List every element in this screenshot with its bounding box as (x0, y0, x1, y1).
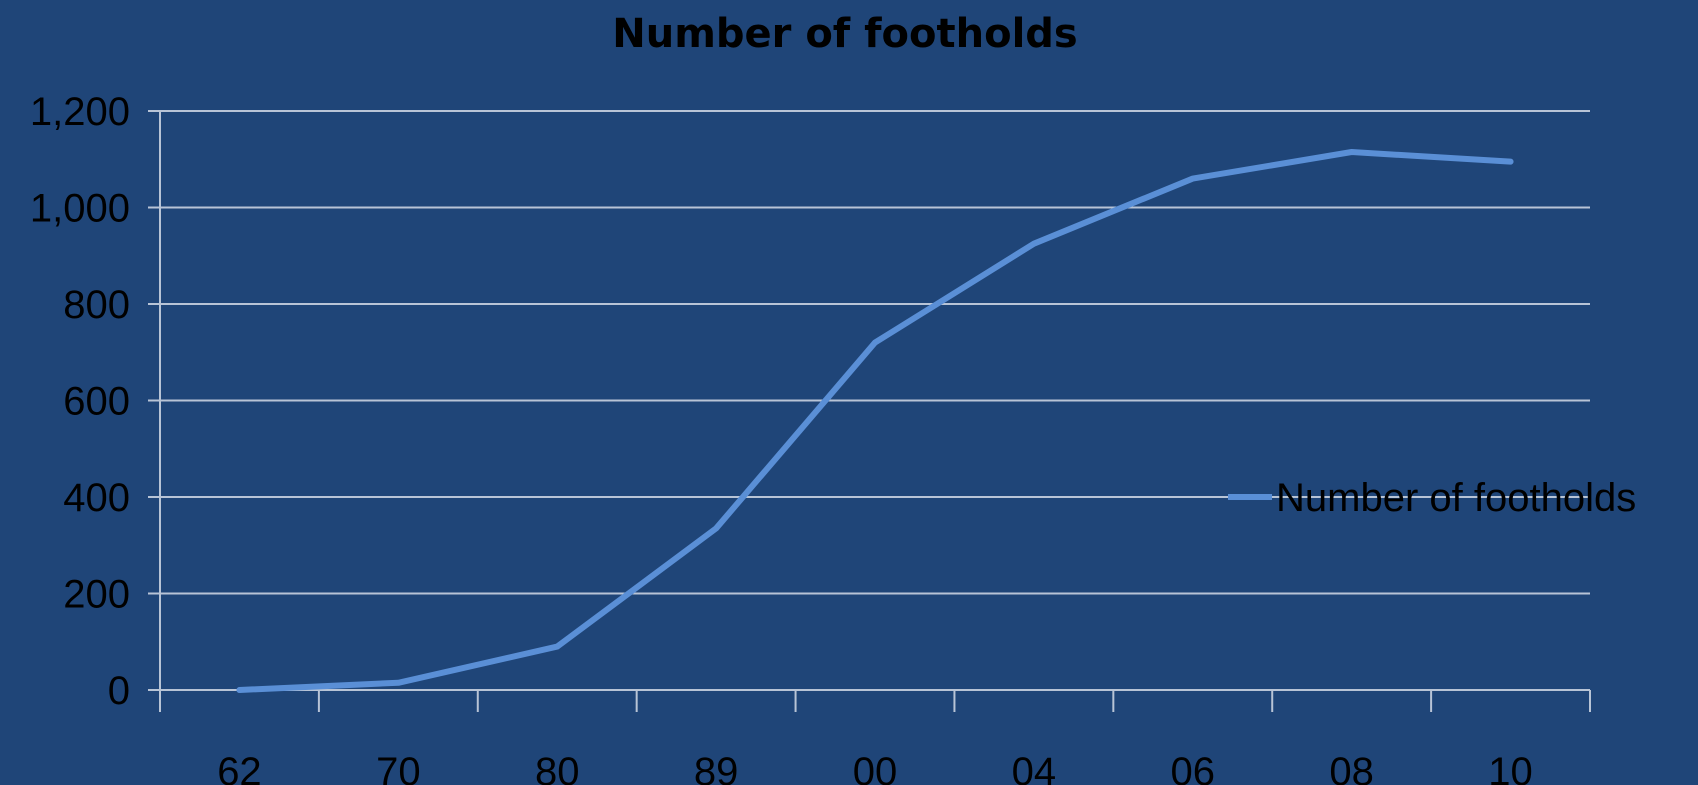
y-tick-label: 800 (63, 283, 130, 327)
data-point (396, 681, 400, 685)
x-tick-label: 10 (1488, 750, 1533, 785)
data-point (237, 688, 241, 692)
legend: Number of footholds (1228, 476, 1636, 520)
data-point (873, 341, 877, 345)
series-group (236, 149, 1514, 693)
data-point (1191, 177, 1195, 181)
x-tick-label: 80 (535, 750, 580, 785)
y-tick-label: 0 (108, 669, 130, 713)
x-tick-label: 70 (376, 750, 421, 785)
x-tick-label: 06 (1171, 750, 1216, 785)
data-point (714, 526, 718, 530)
x-tick-label: 62 (217, 750, 262, 785)
y-tick-label: 400 (63, 476, 130, 520)
legend-label: Number of footholds (1276, 476, 1636, 520)
y-tick-label: 200 (63, 573, 130, 617)
x-tick-label: 00 (853, 750, 898, 785)
x-tick-label: 89 (694, 750, 739, 785)
data-point (555, 645, 559, 649)
y-tick-label: 1,000 (30, 187, 130, 231)
gridlines (160, 110, 1590, 595)
y-tick-label: 1,200 (30, 90, 130, 134)
x-tick-label: 08 (1329, 750, 1374, 785)
chart-title: Number of footholds (612, 11, 1077, 57)
y-tick-label: 600 (63, 380, 130, 424)
x-tick-label: 04 (1012, 750, 1057, 785)
data-point (1350, 150, 1354, 154)
data-point (1032, 242, 1036, 246)
y-axis-ticks: 0 200 400 600 800 1,000 1,200 (30, 90, 160, 713)
data-point (1509, 160, 1513, 164)
x-axis-ticks: 62 70 80 89 00 04 06 08 10 (159, 690, 1591, 785)
